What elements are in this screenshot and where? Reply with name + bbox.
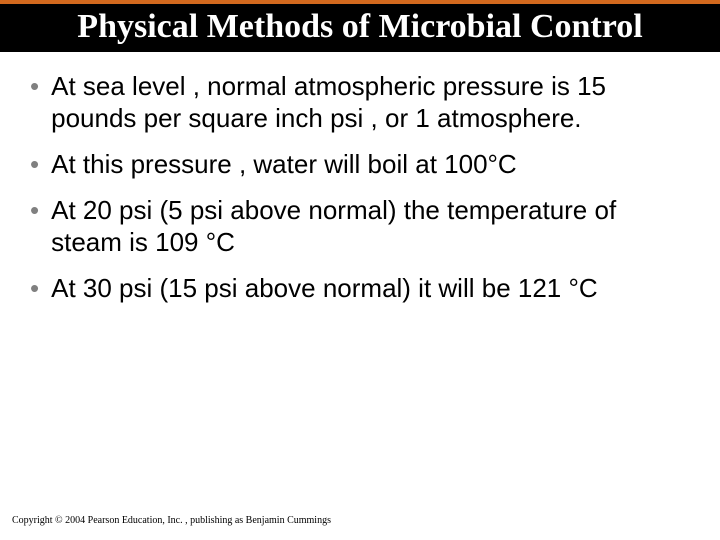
bullet-item: • At 30 psi (15 psi above normal) it wil… bbox=[30, 272, 690, 304]
bullet-marker: • bbox=[30, 272, 39, 304]
bullet-item: • At this pressure , water will boil at … bbox=[30, 148, 690, 180]
title-bar: Physical Methods of Microbial Control bbox=[0, 0, 720, 52]
bullet-marker: • bbox=[30, 70, 39, 102]
bullet-text: At 30 psi (15 psi above normal) it will … bbox=[51, 272, 598, 304]
bullet-marker: • bbox=[30, 194, 39, 226]
bullet-item: • At sea level , normal atmospheric pres… bbox=[30, 70, 690, 134]
bullet-item: • At 20 psi (5 psi above normal) the tem… bbox=[30, 194, 690, 258]
bullet-text: At this pressure , water will boil at 10… bbox=[51, 148, 517, 180]
bullet-marker: • bbox=[30, 148, 39, 180]
slide-content: • At sea level , normal atmospheric pres… bbox=[0, 52, 720, 304]
slide-title: Physical Methods of Microbial Control bbox=[10, 8, 710, 46]
bullet-text: At sea level , normal atmospheric pressu… bbox=[51, 70, 690, 134]
copyright-footer: Copyright © 2004 Pearson Education, Inc.… bbox=[12, 515, 331, 526]
bullet-text: At 20 psi (5 psi above normal) the tempe… bbox=[51, 194, 690, 258]
